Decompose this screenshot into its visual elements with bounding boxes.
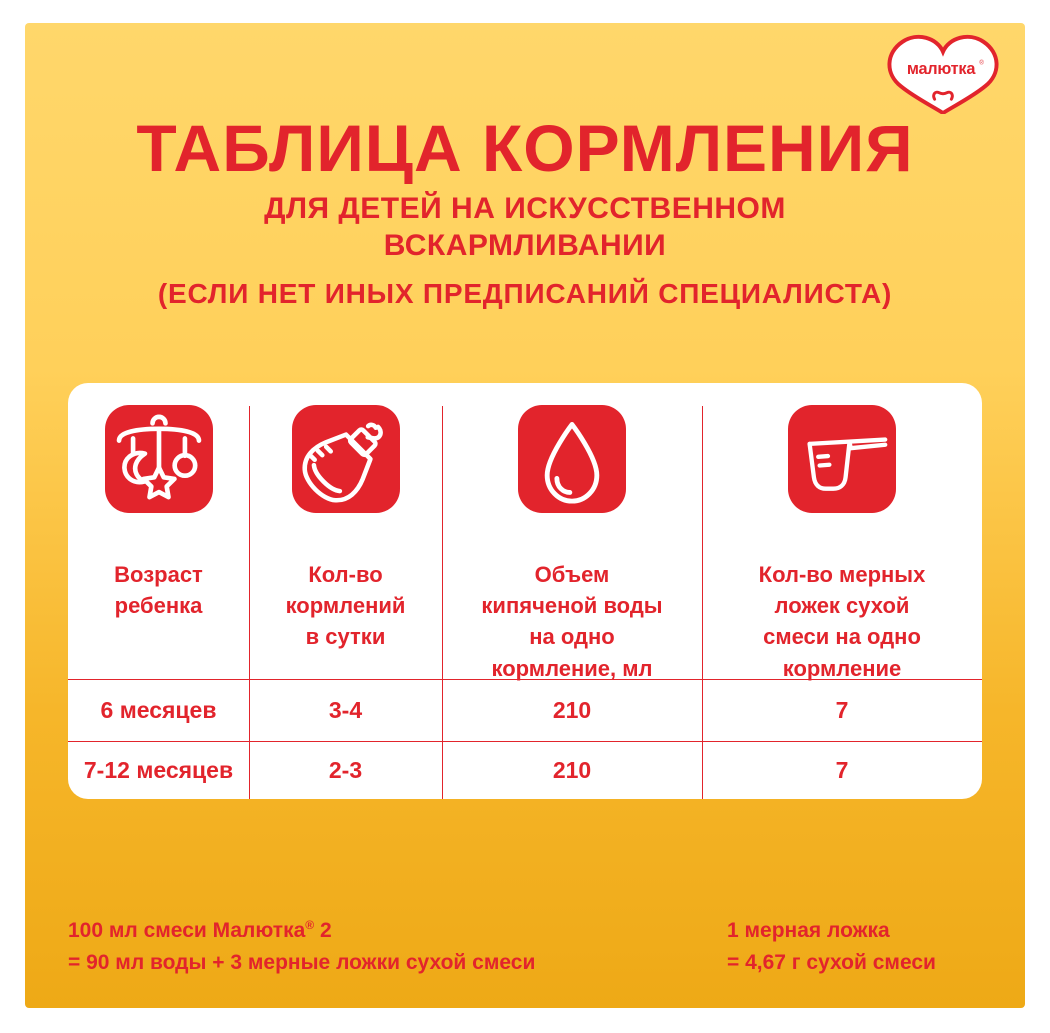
svg-text:®: ® bbox=[979, 60, 984, 67]
svg-text:малютка: малютка bbox=[907, 60, 976, 78]
